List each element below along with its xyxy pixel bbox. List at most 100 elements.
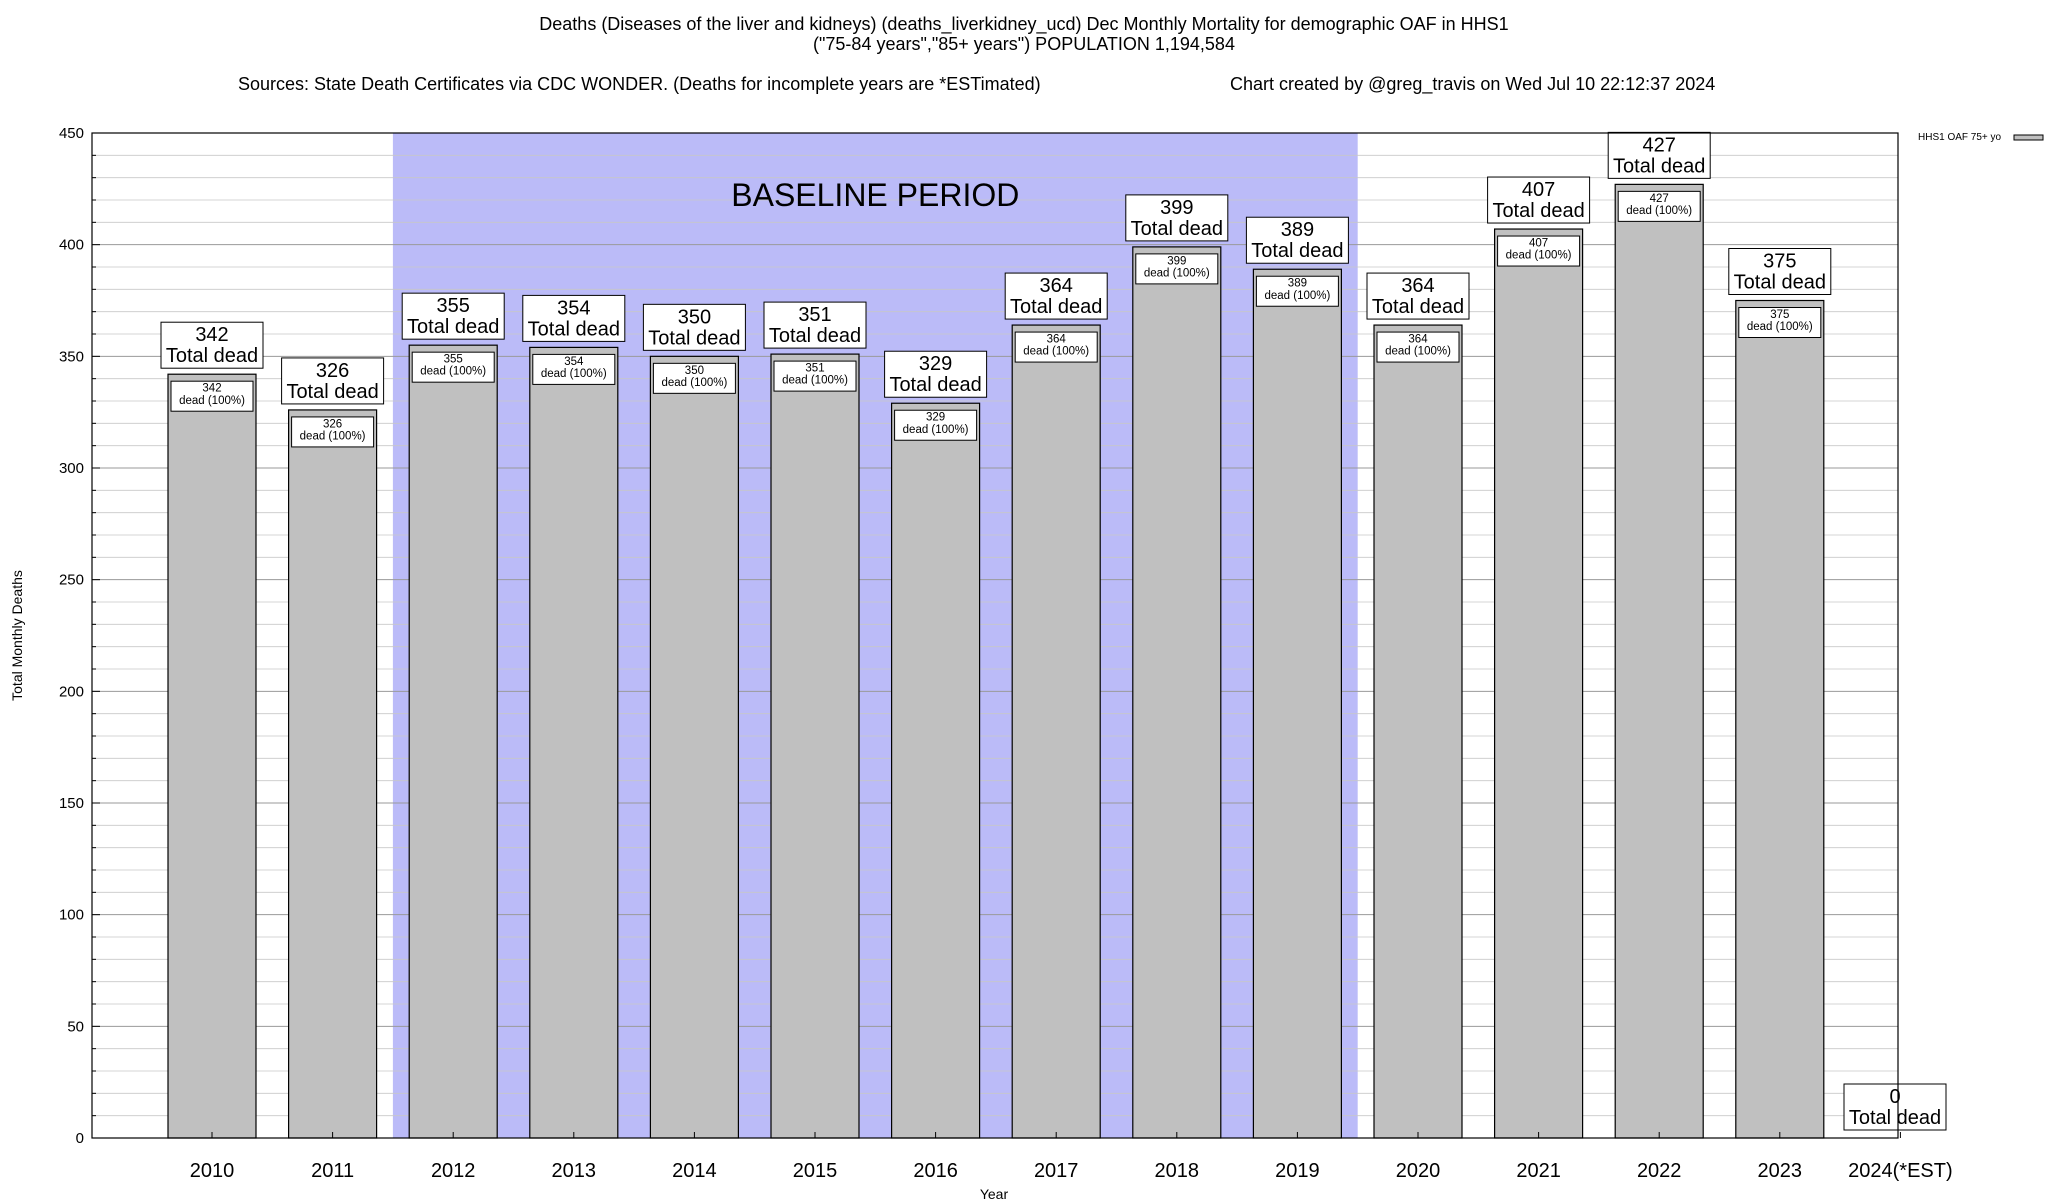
bar-inner-label-text: 354 bbox=[564, 356, 584, 368]
legend-label: HHS1 OAF 75+ yo bbox=[1918, 132, 2002, 143]
sources-text: Sources: State Death Certificates via CD… bbox=[238, 74, 1041, 94]
x-tick-label: 2012 bbox=[431, 1160, 476, 1182]
bar-inner-label-box bbox=[170, 380, 254, 412]
bar-top-label-text: Total dead bbox=[648, 327, 740, 349]
bar-top-label-box bbox=[1125, 194, 1229, 242]
y-tick-label: 400 bbox=[59, 237, 84, 254]
bar-inner-label-text: 351 bbox=[805, 363, 824, 375]
bar-top-label-box bbox=[1843, 1083, 1947, 1131]
bar-top-label-text: Total dead bbox=[1734, 272, 1826, 294]
x-tick-label: 2019 bbox=[1275, 1160, 1320, 1182]
bar-top-label-box bbox=[281, 357, 385, 405]
bar-inner-label-text: dead (100%) bbox=[903, 424, 969, 436]
bar-top-label-text: 364 bbox=[1040, 275, 1073, 297]
bar-inner-label-text: dead (100%) bbox=[300, 431, 366, 443]
x-tick-label: 2017 bbox=[1034, 1160, 1079, 1182]
bar-top-label-text: Total dead bbox=[286, 381, 378, 403]
bar-2019 bbox=[1252, 268, 1343, 1139]
y-tick-label: 300 bbox=[59, 460, 84, 477]
bar-inner-label-box bbox=[894, 409, 978, 441]
x-tick-label: 2016 bbox=[913, 1160, 958, 1182]
y-tick-label: 100 bbox=[59, 907, 84, 924]
bar-2016 bbox=[890, 402, 981, 1139]
bar-inner-label-box bbox=[1738, 307, 1822, 338]
bar-top-label-text: 407 bbox=[1522, 179, 1555, 201]
bar-top-label-box bbox=[642, 303, 746, 351]
bar-top-label-text: Total dead bbox=[889, 374, 981, 396]
bar-2011 bbox=[288, 409, 378, 1139]
bar-top-label-text: 427 bbox=[1643, 134, 1676, 156]
bar-top-label-text: Total dead bbox=[1613, 155, 1705, 177]
bar-inner-label-text: 399 bbox=[1167, 255, 1186, 267]
bar-top-label-text: 0 bbox=[1889, 1086, 1900, 1108]
bar-inner-label-text: dead (100%) bbox=[1144, 267, 1210, 279]
y-tick-label: 50 bbox=[67, 1018, 84, 1035]
bar-inner-label-text: dead (100%) bbox=[1023, 346, 1089, 358]
bar-top-label-text: 355 bbox=[437, 295, 470, 317]
bar-inner-label-text: dead (100%) bbox=[1506, 250, 1572, 262]
bar-inner-label-text: 389 bbox=[1288, 278, 1307, 290]
bar-top-label-text: Total dead bbox=[1492, 200, 1584, 222]
bar-top-label-text: 329 bbox=[919, 353, 952, 375]
bar-top-label-text: Total dead bbox=[1131, 218, 1223, 240]
bar-top-label-box bbox=[160, 321, 264, 369]
bar-top-label-text: Total dead bbox=[528, 318, 620, 340]
bar-2013 bbox=[529, 346, 619, 1139]
chart-sources-line: Sources: State Death Certificates via CD… bbox=[228, 54, 1041, 94]
bar-inner-label-box bbox=[291, 416, 375, 448]
bar-top-label-text: 354 bbox=[557, 297, 590, 319]
bar-top-label-box bbox=[1728, 248, 1832, 295]
bar-2012 bbox=[408, 344, 498, 1139]
bar-top-label-text: Total dead bbox=[1010, 296, 1102, 318]
bar-top-label-box bbox=[522, 294, 626, 342]
bar-top-label-text: Total dead bbox=[1849, 1107, 1941, 1129]
bar-inner-label-text: dead (100%) bbox=[1264, 290, 1330, 302]
bar-inner-label-box bbox=[532, 353, 616, 385]
bar-inner-label-text: dead (100%) bbox=[661, 377, 727, 389]
y-tick-label: 0 bbox=[76, 1130, 84, 1147]
bar-inner-label-text: dead (100%) bbox=[420, 366, 486, 378]
bar-2020 bbox=[1373, 324, 1463, 1139]
x-tick-label: 2023 bbox=[1758, 1160, 1803, 1182]
bar-inner-label-text: 364 bbox=[1047, 334, 1067, 346]
bar-inner-label-text: dead (100%) bbox=[782, 375, 848, 387]
bar-top-label-text: 389 bbox=[1281, 219, 1314, 241]
bar-inner-label-box bbox=[773, 360, 857, 392]
bar-2022 bbox=[1614, 183, 1704, 1139]
bar-inner-label-text: 427 bbox=[1650, 193, 1669, 205]
bar-2018 bbox=[1132, 246, 1222, 1139]
bar-inner-label-box bbox=[1617, 190, 1701, 222]
y-tick-label: 350 bbox=[59, 348, 84, 365]
y-axis-title: Total Monthly Deaths bbox=[9, 570, 25, 701]
x-tick-label: 2015 bbox=[793, 1160, 838, 1182]
bar-inner-label-text: 364 bbox=[1408, 334, 1428, 346]
bar-inner-label-text: 326 bbox=[323, 418, 342, 430]
baseline-period-label: BASELINE PERIOD bbox=[731, 177, 1019, 213]
bar-inner-label-text: dead (100%) bbox=[1747, 321, 1813, 333]
bar-top-label-text: 399 bbox=[1160, 197, 1193, 219]
bar-inner-label-text: 329 bbox=[926, 412, 945, 424]
plot-frame bbox=[91, 132, 1899, 1139]
bar-top-label-box bbox=[763, 301, 867, 349]
y-tick-label: 150 bbox=[59, 795, 84, 812]
bar-top-label-text: Total dead bbox=[1372, 296, 1464, 318]
bar-inner-label-box bbox=[411, 351, 495, 383]
bar-inner-label-box bbox=[1255, 275, 1339, 307]
bar-inner-label-text: dead (100%) bbox=[541, 368, 607, 380]
x-tick-label: 2020 bbox=[1396, 1160, 1441, 1182]
bar-top-label-box bbox=[1004, 272, 1108, 320]
bar-top-label-box bbox=[1487, 176, 1591, 224]
x-axis-title: Year bbox=[980, 1186, 1009, 1200]
bar-inner-label-text: 355 bbox=[444, 354, 463, 366]
bar-inner-label-box bbox=[1135, 253, 1219, 285]
legend-swatch bbox=[2013, 134, 2044, 141]
x-tick-label: 2021 bbox=[1516, 1160, 1561, 1182]
x-tick-label: 2011 bbox=[311, 1160, 354, 1182]
bar-top-label-text: Total dead bbox=[769, 325, 861, 347]
credit-text: Chart created by @greg_travis on Wed Jul… bbox=[1230, 74, 1716, 94]
chart-title-line1: Deaths (Diseases of the liver and kidney… bbox=[539, 14, 1509, 34]
bar-top-label-text: Total dead bbox=[407, 316, 499, 338]
bar-2014 bbox=[649, 355, 740, 1139]
bar-2023 bbox=[1735, 299, 1825, 1139]
chart-title-line2: ("75-84 years","85+ years") POPULATION 1… bbox=[813, 34, 1235, 54]
